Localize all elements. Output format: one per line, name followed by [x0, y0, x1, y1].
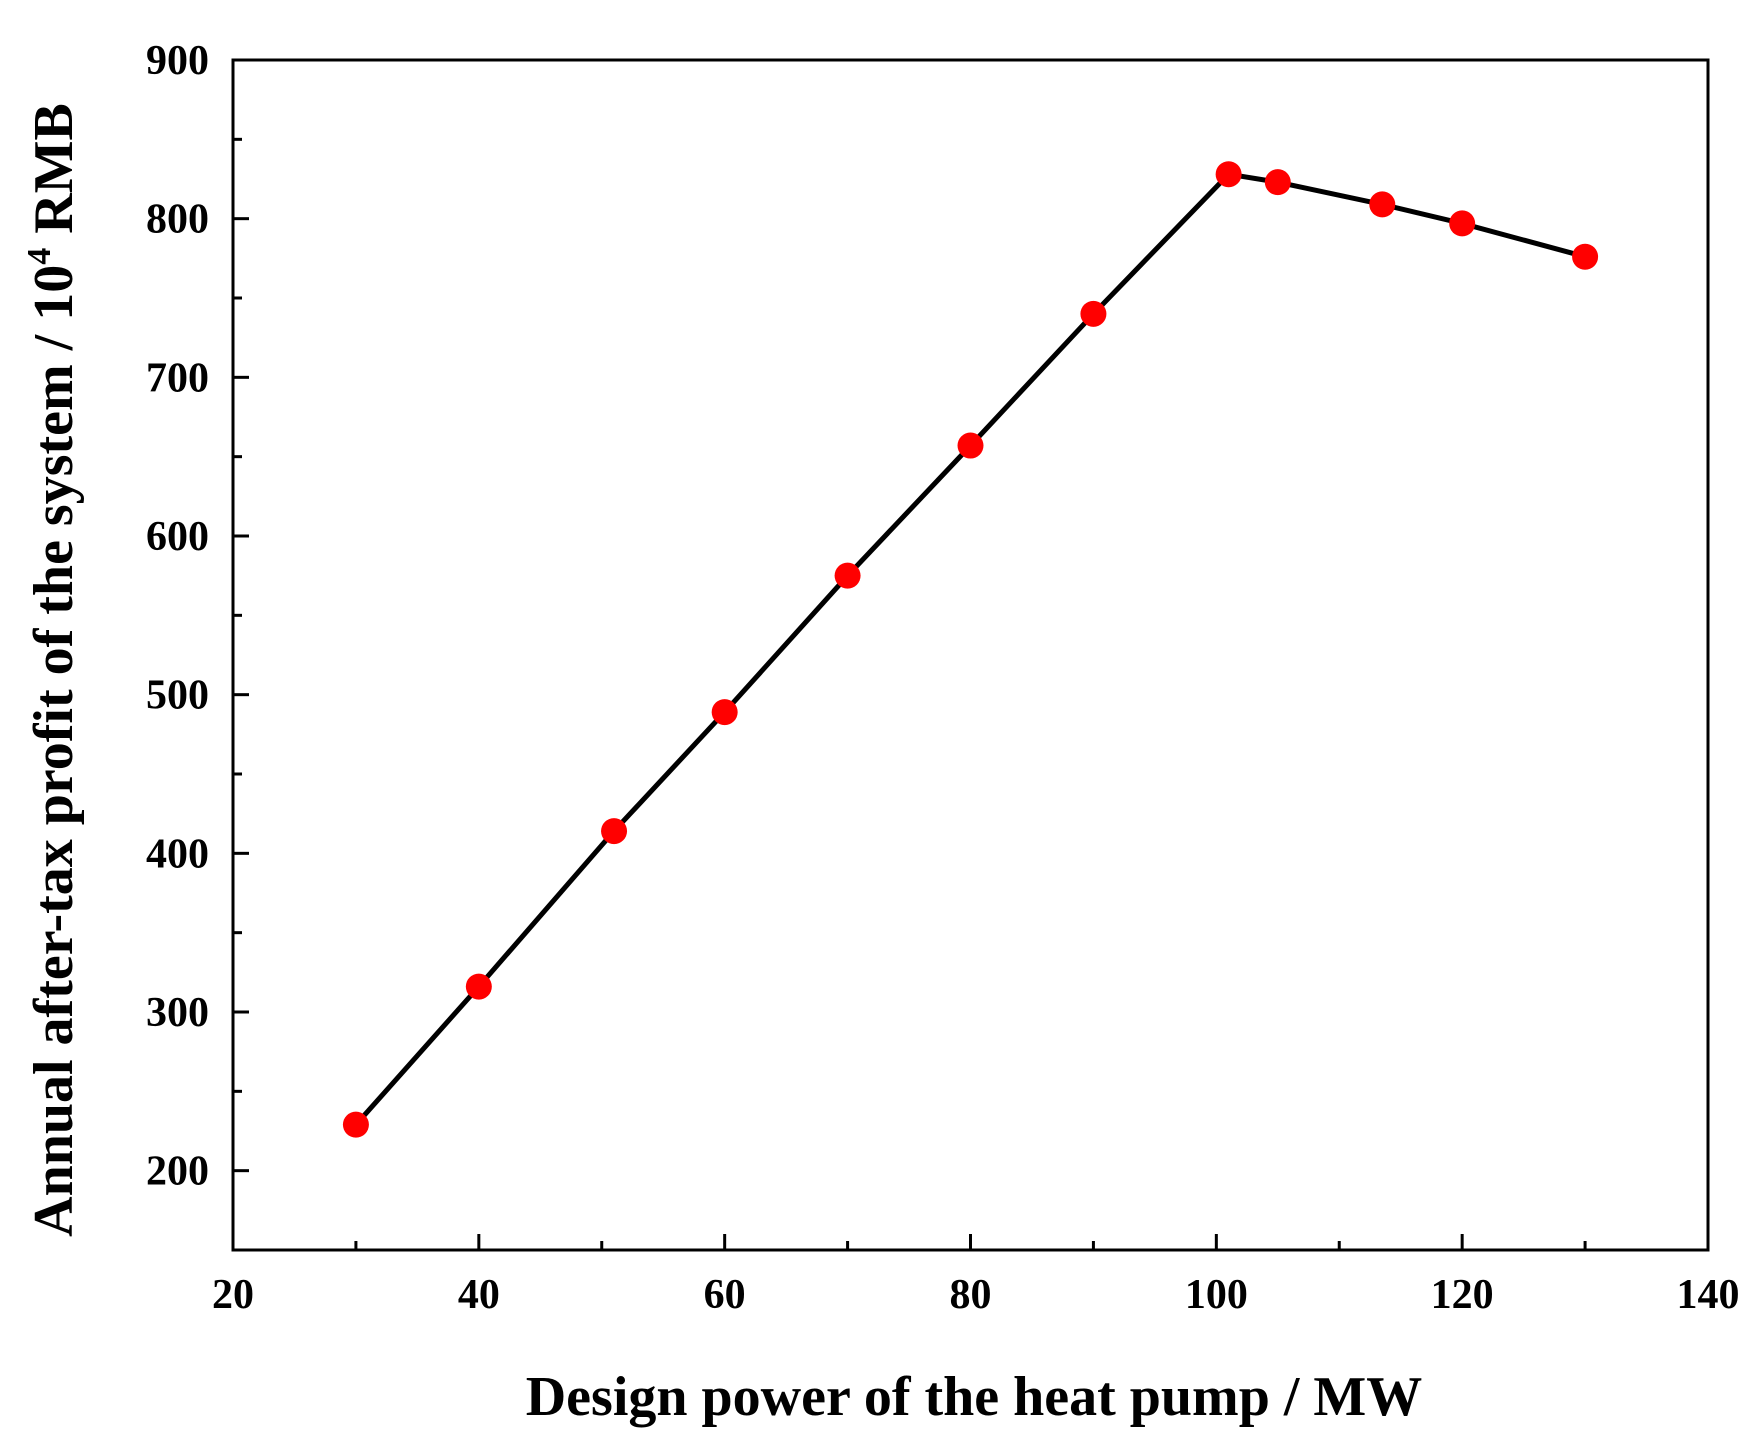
- data-point: [1264, 169, 1291, 196]
- data-point: [342, 1111, 369, 1138]
- x-axis: 20 40 60 80 100 120 140: [212, 1234, 1740, 1318]
- x-tick-label: 20: [212, 1272, 254, 1318]
- y-tick-label: 500: [146, 673, 209, 719]
- y-tick-label: 600: [146, 514, 209, 560]
- data-point: [1449, 210, 1476, 237]
- x-tick-label: 80: [950, 1272, 992, 1318]
- y-tick-label: 200: [146, 1149, 209, 1195]
- data-point: [1369, 191, 1396, 218]
- data-point: [601, 818, 628, 845]
- y-tick-label: 700: [146, 355, 209, 401]
- y-axis-title: Annual after-tax profit of the system / …: [21, 103, 85, 1237]
- series: [342, 161, 1599, 1138]
- x-tick-label: 140: [1677, 1272, 1740, 1318]
- data-point: [957, 432, 984, 459]
- plot-frame: [231, 58, 1710, 1252]
- data-point: [1080, 300, 1107, 327]
- x-tick-label: 100: [1185, 1272, 1248, 1318]
- data-point: [1572, 243, 1599, 270]
- data-point: [1215, 161, 1242, 188]
- data-point: [465, 973, 492, 1000]
- y-axis-title-suffix: RMB: [23, 103, 85, 248]
- x-axis-title: Design power of the heat pump / MW: [526, 1366, 1423, 1428]
- plot-area-border: [231, 58, 1710, 1252]
- y-tick-label: 300: [146, 990, 209, 1036]
- y-axis: 200 300 400 500 600 700 800 900: [146, 38, 249, 1252]
- data-point: [834, 562, 861, 589]
- x-tick-label: 60: [704, 1272, 746, 1318]
- y-tick-label: 800: [146, 197, 209, 243]
- x-tick-label: 40: [458, 1272, 500, 1318]
- y-axis-title-exponent: 4: [21, 248, 58, 265]
- data-point: [711, 699, 738, 726]
- x-tick-label: 120: [1431, 1272, 1494, 1318]
- series-line: [354, 171, 1586, 1127]
- y-axis-title-prefix: Annual after-tax profit of the system / …: [23, 265, 85, 1237]
- y-tick-label: 400: [146, 831, 209, 877]
- y-tick-label: 900: [146, 38, 209, 84]
